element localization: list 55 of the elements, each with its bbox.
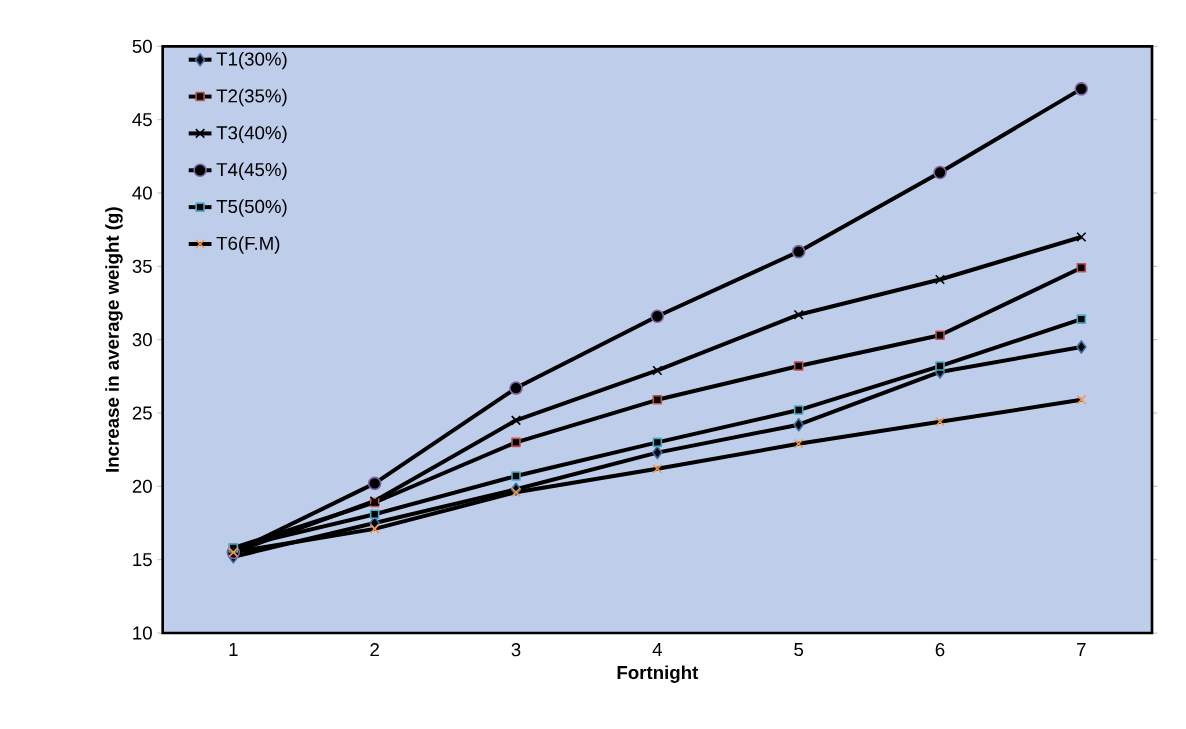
point — [369, 523, 380, 534]
y-tick-label: 25 — [132, 406, 152, 420]
x-tick-label: 4 — [652, 643, 662, 656]
legend-label: T5(50%) — [216, 199, 287, 217]
y-tick-label: 35 — [132, 259, 152, 273]
point — [367, 476, 382, 491]
point — [652, 395, 663, 405]
point — [935, 330, 945, 341]
point — [510, 487, 522, 498]
point — [793, 405, 804, 415]
point — [1076, 314, 1087, 324]
y-tick-label: 30 — [132, 333, 152, 347]
point — [1076, 394, 1087, 405]
x-tick-label: 3 — [511, 643, 521, 657]
point — [509, 381, 523, 395]
point — [650, 309, 665, 323]
x-tick-label: 6 — [935, 643, 945, 657]
point — [652, 463, 663, 474]
point — [511, 437, 521, 448]
x-tick-label: 2 — [370, 643, 379, 657]
point — [652, 445, 663, 460]
y-tick-label: 50 — [132, 39, 152, 53]
x-tick-label: 7 — [1077, 643, 1086, 656]
point — [933, 165, 947, 180]
point — [510, 415, 522, 426]
x-tick-label: 1 — [229, 643, 238, 656]
point — [935, 361, 945, 371]
point — [793, 438, 804, 449]
x-axis-title: Fortnight — [617, 665, 699, 683]
point — [793, 309, 804, 320]
point — [934, 416, 946, 427]
y-tick-label: 10 — [133, 626, 152, 640]
legend-label: T2(35%) — [216, 88, 287, 107]
point — [369, 509, 380, 519]
legend-label: T1(30%) — [216, 51, 287, 70]
point — [934, 274, 946, 285]
point — [652, 365, 663, 376]
point — [793, 417, 804, 432]
y-tick-label: 15 — [133, 553, 152, 567]
y-axis-title: Increase in average weight (g) — [105, 207, 123, 472]
legend-label: T4(45%) — [216, 162, 287, 180]
y-tick-label: 40 — [132, 186, 152, 200]
y-tick-label: 20 — [132, 479, 152, 493]
x-tick-label: 5 — [794, 643, 804, 657]
point — [1074, 82, 1089, 96]
legend-label: T6(F.M) — [216, 236, 280, 254]
y-tick-label: 45 — [132, 113, 152, 127]
point — [1076, 263, 1087, 273]
point — [793, 361, 804, 371]
point — [791, 244, 806, 259]
legend-label: T3(40%) — [216, 125, 287, 144]
point — [511, 471, 521, 481]
point — [1076, 340, 1087, 354]
point — [652, 437, 663, 448]
point — [1076, 231, 1087, 243]
